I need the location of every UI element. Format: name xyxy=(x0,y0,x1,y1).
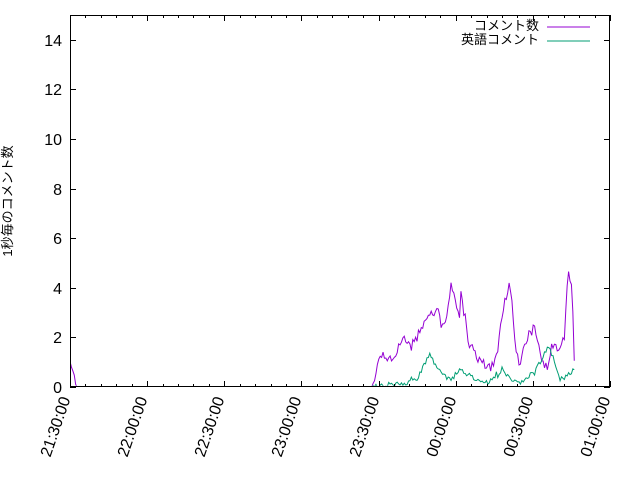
svg-text:2: 2 xyxy=(53,330,62,347)
svg-text:0: 0 xyxy=(53,380,62,397)
svg-text:12: 12 xyxy=(44,82,62,99)
svg-text:1秒毎のコメント数: 1秒毎のコメント数 xyxy=(0,145,15,256)
svg-text:4: 4 xyxy=(53,281,62,298)
svg-text:8: 8 xyxy=(53,182,62,199)
svg-text:英語コメント: 英語コメント xyxy=(461,32,539,47)
svg-text:14: 14 xyxy=(44,33,62,50)
svg-text:6: 6 xyxy=(53,231,62,248)
svg-text:コメント数: コメント数 xyxy=(474,18,539,33)
svg-text:10: 10 xyxy=(44,132,62,149)
